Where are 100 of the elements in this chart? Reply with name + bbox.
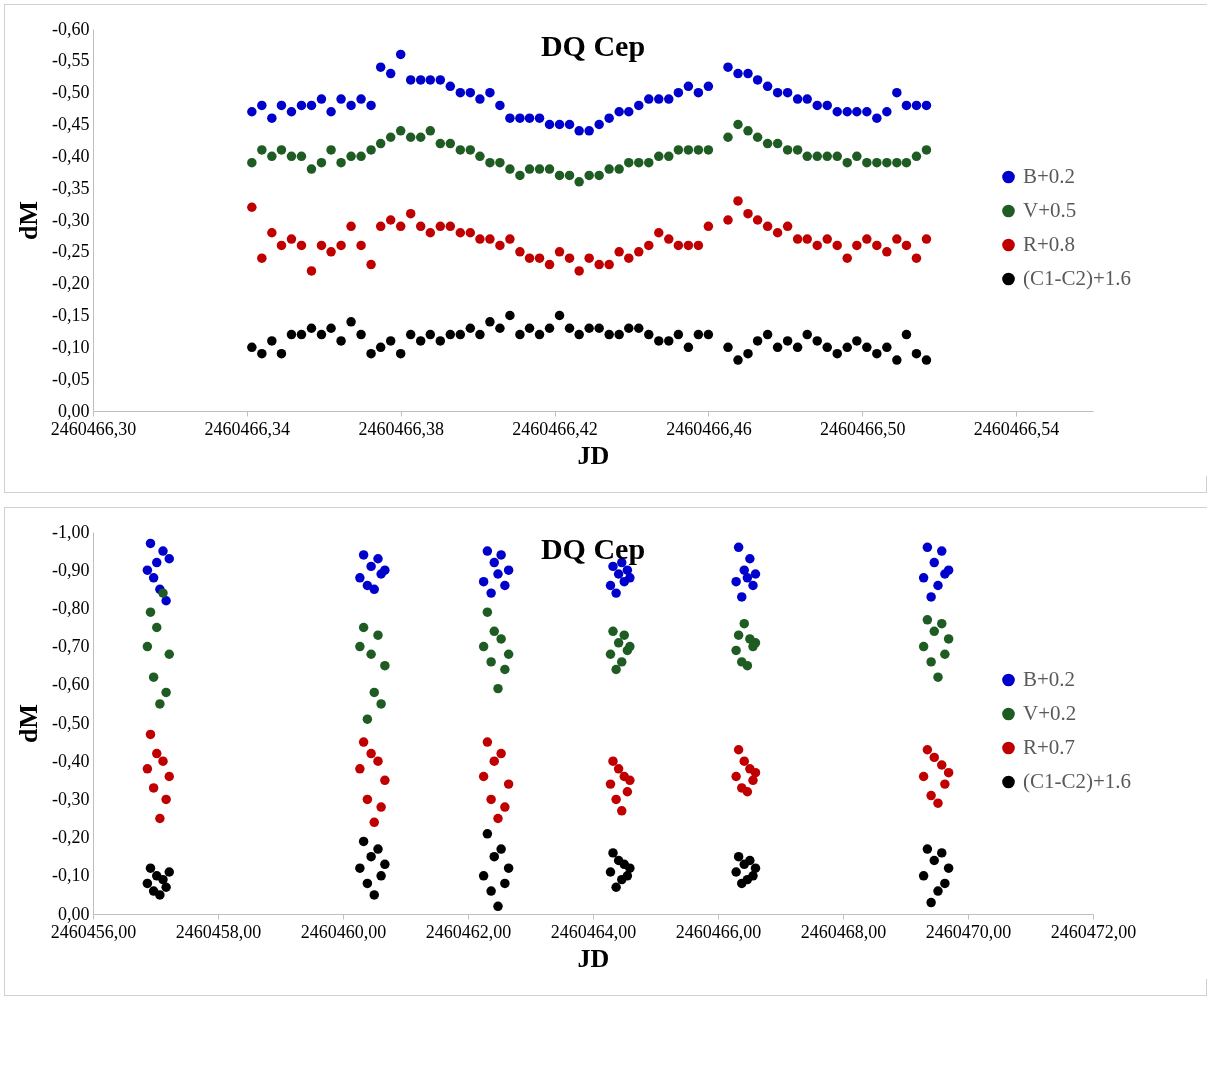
point: [737, 592, 747, 602]
point: [482, 737, 493, 747]
point: [503, 649, 514, 659]
y-tick-label: -0,35: [52, 177, 90, 198]
point: [926, 897, 936, 908]
point: [369, 817, 379, 828]
point: [158, 874, 168, 885]
point: [164, 867, 174, 877]
point: [373, 844, 383, 854]
point: [503, 863, 514, 873]
point: [142, 641, 153, 652]
point: [742, 787, 753, 797]
point: [731, 576, 741, 587]
point: [358, 836, 369, 847]
x-tick-label: 2460466,46: [666, 418, 752, 439]
point: [940, 779, 950, 789]
point: [933, 886, 943, 896]
legend-label: B+0.2: [1023, 164, 1076, 189]
y-tick-label: 0,00: [58, 903, 90, 924]
point: [926, 592, 936, 602]
point: [496, 550, 506, 560]
point: [739, 618, 749, 629]
point: [155, 813, 165, 824]
point: [750, 569, 761, 579]
point: [152, 748, 162, 759]
point: [605, 649, 616, 659]
point: [478, 641, 489, 652]
x-tick-label: 2460462,00: [425, 921, 512, 942]
point: [748, 580, 758, 591]
point: [745, 855, 755, 866]
legend-label: R+0.8: [1023, 232, 1076, 257]
point: [376, 802, 386, 812]
point: [918, 771, 929, 782]
point: [500, 878, 510, 889]
point: [486, 588, 496, 598]
point: [369, 687, 379, 698]
point: [486, 794, 496, 805]
point: [937, 618, 947, 629]
point: [613, 638, 624, 648]
point: [918, 641, 929, 652]
point: [922, 745, 933, 755]
point: [926, 657, 936, 667]
point: [929, 855, 939, 866]
point: [145, 607, 156, 617]
point: [613, 569, 624, 579]
point: [152, 622, 162, 633]
point: [500, 802, 510, 812]
point: [731, 771, 741, 782]
point: [625, 573, 635, 583]
y-tick-label: -0,40: [52, 145, 90, 166]
point: [750, 863, 761, 873]
point: [142, 565, 153, 575]
x-tick-label: 2460466,42: [512, 418, 598, 439]
point: [622, 565, 633, 575]
legend-label: V+0.2: [1023, 701, 1077, 726]
point: [161, 596, 171, 606]
point: [748, 871, 758, 881]
point: [940, 878, 950, 889]
point: [145, 538, 156, 549]
point: [142, 878, 153, 889]
legend-label: B+0.2: [1023, 667, 1076, 692]
point: [142, 764, 153, 774]
point: [489, 626, 499, 637]
point: [493, 901, 503, 912]
point: [750, 767, 761, 778]
point: [373, 554, 383, 564]
point: [493, 569, 503, 579]
x-tick-label: 2460466,54: [973, 418, 1060, 439]
point: [933, 798, 943, 808]
point: [929, 626, 939, 637]
y-tick-label: -0,50: [52, 712, 90, 733]
point: [929, 557, 939, 568]
point: [943, 863, 954, 873]
y-tick-label: -0,30: [52, 209, 90, 230]
point: [369, 584, 379, 595]
x-tick-label: 2460460,00: [300, 921, 387, 942]
point: [918, 871, 929, 881]
point: [148, 783, 159, 793]
y-tick-label: -0,80: [52, 597, 90, 618]
point: [158, 546, 168, 556]
point: [937, 546, 947, 556]
point: [152, 557, 162, 568]
point: [922, 844, 933, 854]
point: [362, 878, 373, 889]
point: [478, 871, 489, 881]
point: [622, 787, 633, 797]
point: [380, 565, 390, 575]
point: [482, 829, 493, 839]
point: [937, 760, 947, 770]
y-tick-label: -0,50: [52, 82, 90, 103]
point: [929, 752, 939, 763]
y-tick-label: -0,10: [52, 336, 90, 357]
y-tick-label: -0,55: [52, 50, 90, 71]
point: [500, 580, 510, 591]
point: [745, 554, 755, 564]
x-tick-label: 2460472,00: [1050, 921, 1137, 942]
y-axis-title: dM: [14, 704, 44, 743]
x-tick-label: 2460466,34: [204, 418, 291, 439]
point: [937, 848, 947, 858]
point: [496, 844, 506, 854]
